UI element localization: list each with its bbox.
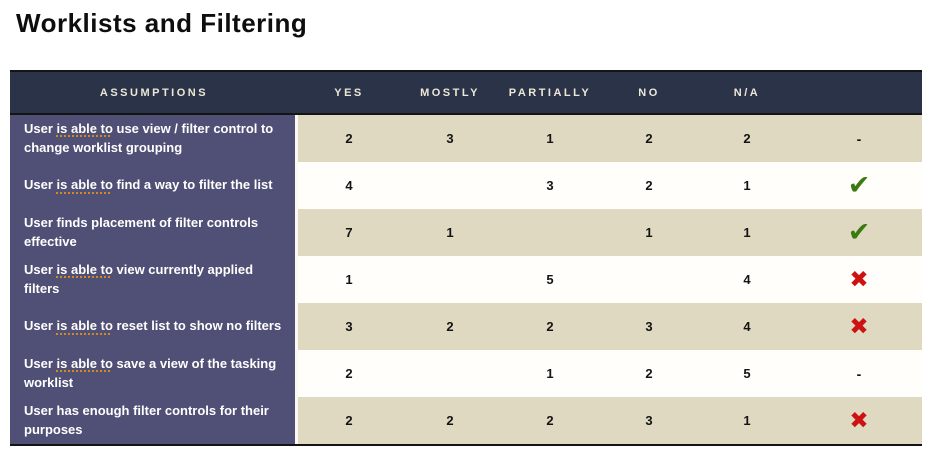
assumption-text: User is able to save a view of the taski… <box>24 355 283 393</box>
assumption-cell: User is able to save a view of the taski… <box>10 350 298 397</box>
assumption-text: User is able to reset list to show no fi… <box>24 317 281 336</box>
assumption-text-prefix: User <box>24 120 57 136</box>
cross-icon: ✖ <box>796 256 922 303</box>
assumption-text-suffix: User has enough filter controls for thei… <box>24 402 269 437</box>
assumption-text: User has enough filter controls for thei… <box>24 402 283 440</box>
assumption-text-suffix: view currently applied filters <box>24 261 254 296</box>
table-row: User has enough filter controls for thei… <box>10 397 922 444</box>
no-count-cell: 2 <box>600 115 698 162</box>
check-icon: ✔ <box>796 209 922 256</box>
column-header-assumptions: ASSUMPTIONS <box>99 86 209 99</box>
column-header-result <box>796 72 922 113</box>
column-header-na: N/A <box>733 86 761 99</box>
partially-count-cell: 3 <box>500 162 600 209</box>
assumption-text-spellcheck-squiggle: is able to <box>56 355 113 371</box>
assumption-cell: User has enough filter controls for thei… <box>10 397 298 444</box>
partially-count-cell: 2 <box>500 397 600 444</box>
assumption-text-spellcheck-squiggle: is able to <box>56 177 113 193</box>
yes-count-cell: 3 <box>298 303 400 350</box>
na-count-cell: 2 <box>698 115 796 162</box>
results-table: ASSUMPTIONS YES MOSTLY PARTIALLY NO N/A … <box>10 70 922 446</box>
column-header-no: NO <box>638 86 660 99</box>
partially-count-cell: 5 <box>500 256 600 303</box>
mostly-count-cell: 3 <box>400 115 500 162</box>
assumption-text-spellcheck-squiggle: is able to <box>56 318 113 334</box>
assumption-text-prefix: User <box>24 177 57 193</box>
yes-count-cell: 1 <box>298 256 400 303</box>
assumption-text: User is able to use view / filter contro… <box>24 120 283 158</box>
assumption-text-prefix: User <box>24 355 57 371</box>
no-count-cell: 3 <box>600 303 698 350</box>
assumption-text-prefix: User <box>24 261 57 277</box>
page-title: Worklists and Filtering <box>16 8 308 38</box>
check-icon: ✔ <box>796 162 922 209</box>
dash-mark: - <box>796 350 922 397</box>
assumption-text-prefix: User <box>24 318 57 334</box>
dash-mark: - <box>796 115 922 162</box>
yes-count-cell: 7 <box>298 209 400 256</box>
yes-count-cell: 2 <box>298 397 400 444</box>
assumption-text: User is able to view currently applied f… <box>24 261 283 299</box>
mostly-count-cell: 1 <box>400 209 500 256</box>
no-count-cell <box>600 256 698 303</box>
table-row: User is able to use view / filter contro… <box>10 115 922 162</box>
na-count-cell: 1 <box>698 397 796 444</box>
assumption-cell: User finds placement of filter controls … <box>10 209 298 256</box>
column-header-mostly: MOSTLY <box>420 86 480 99</box>
na-count-cell: 4 <box>698 303 796 350</box>
table-body: User is able to use view / filter contro… <box>10 115 922 444</box>
na-count-cell: 4 <box>698 256 796 303</box>
no-count-cell: 3 <box>600 397 698 444</box>
table-row: User is able to find a way to filter the… <box>10 162 922 209</box>
na-count-cell: 1 <box>698 162 796 209</box>
yes-count-cell: 2 <box>298 350 400 397</box>
no-count-cell: 1 <box>600 209 698 256</box>
table-row: User is able to save a view of the taski… <box>10 350 922 397</box>
column-header-partially: PARTIALLY <box>508 86 592 99</box>
table-header-row: ASSUMPTIONS YES MOSTLY PARTIALLY NO N/A <box>10 72 922 115</box>
assumption-text-spellcheck-squiggle: is able to <box>56 261 113 277</box>
assumption-text-suffix: reset list to show no filters <box>112 318 282 334</box>
assumption-text-suffix: User finds placement of filter controls … <box>24 214 259 249</box>
partially-count-cell: 1 <box>500 115 600 162</box>
assumption-cell: User is able to reset list to show no fi… <box>10 303 298 350</box>
assumption-cell: User is able to find a way to filter the… <box>10 162 298 209</box>
assumption-text: User finds placement of filter controls … <box>24 214 283 252</box>
assumption-text: User is able to find a way to filter the… <box>24 176 273 195</box>
na-count-cell: 1 <box>698 209 796 256</box>
yes-count-cell: 2 <box>298 115 400 162</box>
partially-count-cell: 1 <box>500 350 600 397</box>
column-header-yes: YES <box>334 86 364 99</box>
assumption-text-suffix: find a way to filter the list <box>112 177 273 193</box>
mostly-count-cell: 2 <box>400 303 500 350</box>
mostly-count-cell <box>400 256 500 303</box>
no-count-cell: 2 <box>600 162 698 209</box>
yes-count-cell: 4 <box>298 162 400 209</box>
assumption-cell: User is able to use view / filter contro… <box>10 115 298 162</box>
na-count-cell: 5 <box>698 350 796 397</box>
no-count-cell: 2 <box>600 350 698 397</box>
partially-count-cell <box>500 209 600 256</box>
assumption-text-suffix: save a view of the tasking worklist <box>24 355 277 390</box>
mostly-count-cell: 2 <box>400 397 500 444</box>
mostly-count-cell <box>400 350 500 397</box>
mostly-count-cell <box>400 162 500 209</box>
assumption-text-spellcheck-squiggle: is able to <box>56 120 113 136</box>
partially-count-cell: 2 <box>500 303 600 350</box>
cross-icon: ✖ <box>796 303 922 350</box>
assumption-cell: User is able to view currently applied f… <box>10 256 298 303</box>
table-row: User finds placement of filter controls … <box>10 209 922 256</box>
assumption-text-suffix: use view / filter control to change work… <box>24 120 274 155</box>
table-row: User is able to view currently applied f… <box>10 256 922 303</box>
table-row: User is able to reset list to show no fi… <box>10 303 922 350</box>
cross-icon: ✖ <box>796 397 922 444</box>
